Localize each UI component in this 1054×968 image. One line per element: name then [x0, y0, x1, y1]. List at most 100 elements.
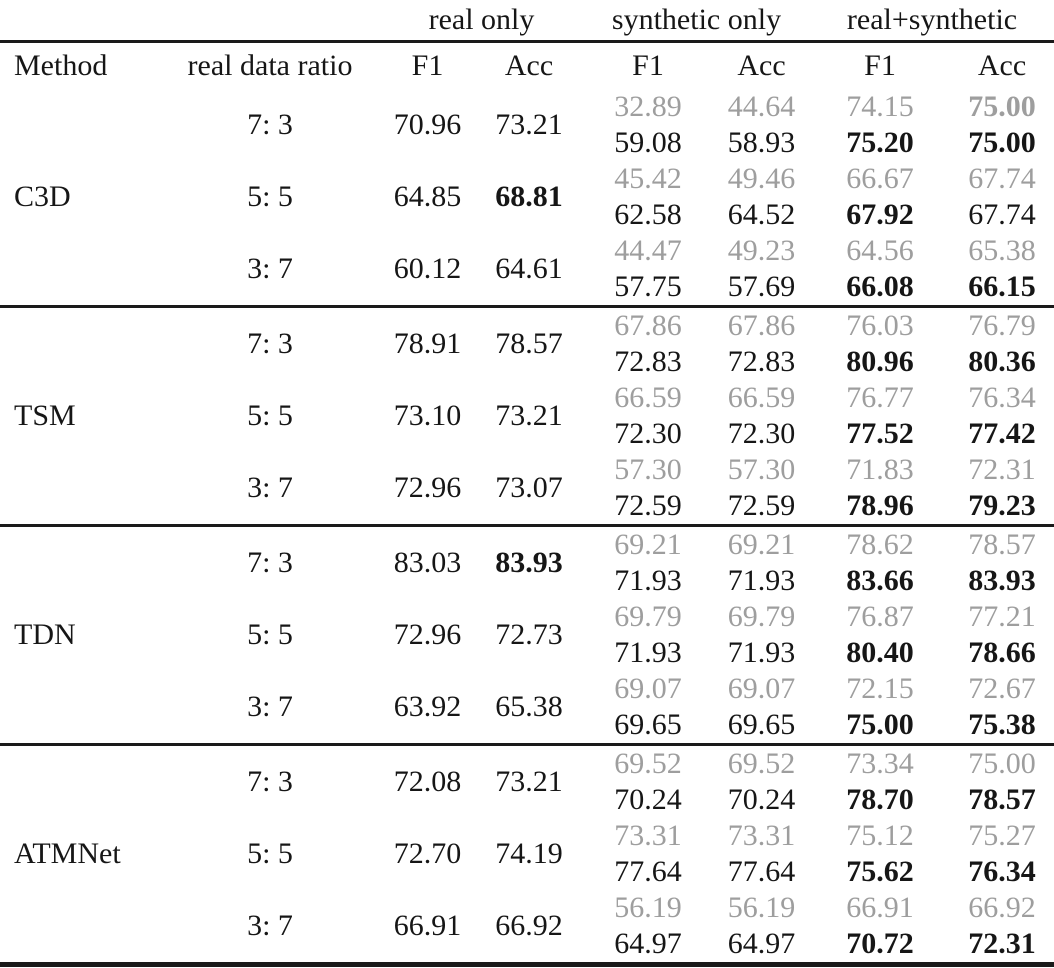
real-plus-synthetic-acc-top-value: 77.21: [968, 600, 1036, 633]
synthetic-only-acc-top-value: 49.23: [727, 234, 796, 267]
real-plus-synthetic-f1-bottom-value: 78.96: [846, 489, 914, 522]
real-plus-synthetic-acc-top-value: 76.34: [968, 381, 1036, 414]
bottom-rule: [0, 962, 1054, 967]
synthetic-only-f1-top-value: 66.59: [614, 381, 682, 414]
synthetic-only-acc-cell: 57.30 72.59: [713, 452, 810, 524]
synthetic-only-f1-bottom-value: 71.93: [614, 564, 682, 597]
table-row: 7: 3 72.08 73.21 69.52 70.24 69.52 70.24…: [160, 746, 1054, 818]
synthetic-only-acc-top-value: 57.30: [727, 453, 796, 486]
real-plus-synthetic-acc-cell: 67.74 67.74: [950, 161, 1054, 233]
real-only-acc-value: 72.73: [495, 618, 563, 651]
table-row: 3: 7 60.12 64.61 44.47 57.75 49.23 57.69…: [160, 233, 1054, 305]
synthetic-only-f1-cell: 73.31 77.64: [583, 818, 713, 890]
table-row: 7: 3 70.96 73.21 32.89 59.08 44.64 58.93…: [160, 89, 1054, 161]
real-only-f1-value: 70.96: [393, 108, 462, 141]
synthetic-only-f1-top-value: 69.52: [614, 747, 682, 780]
real-plus-synthetic-acc-top-value: 67.74: [968, 162, 1036, 195]
column-header-mix-f1: F1: [864, 49, 896, 82]
table-row: 5: 5 64.85 68.81 45.42 62.58 49.46 64.52…: [160, 161, 1054, 233]
synthetic-only-f1-bottom-value: 72.59: [614, 489, 682, 522]
real-plus-synthetic-f1-cell: 76.77 77.52: [810, 380, 950, 452]
synthetic-only-acc-bottom-value: 69.65: [727, 708, 796, 741]
real-plus-synthetic-f1-cell: 71.83 78.96: [810, 452, 950, 524]
table-row: 3: 7 72.96 73.07 57.30 72.59 57.30 72.59…: [160, 452, 1054, 524]
table-row: 3: 7 66.91 66.92 56.19 64.97 56.19 64.97…: [160, 890, 1054, 962]
block-separator-rule: [0, 524, 1054, 527]
real-plus-synthetic-f1-top-value: 78.62: [846, 528, 914, 561]
real-plus-synthetic-acc-top-value: 72.67: [968, 672, 1036, 705]
real-plus-synthetic-f1-top-value: 74.15: [846, 90, 914, 123]
synthetic-only-f1-bottom-value: 77.64: [614, 855, 682, 888]
real-plus-synthetic-f1-cell: 66.91 70.72: [810, 890, 950, 962]
synthetic-only-f1-cell: 69.79 71.93: [583, 599, 713, 671]
block-separator-rule: [0, 743, 1054, 746]
column-header-synthetic-f1: F1: [632, 49, 664, 82]
table-row: 5: 5 72.96 72.73 69.79 71.93 69.79 71.93…: [160, 599, 1054, 671]
synthetic-only-acc-bottom-value: 57.69: [727, 270, 796, 303]
method-block: ATMNet 7: 3 72.08 73.21 69.52 70.24 69.5…: [0, 746, 1054, 962]
synthetic-only-acc-bottom-value: 64.52: [727, 198, 796, 231]
real-plus-synthetic-f1-bottom-value: 77.52: [846, 417, 914, 450]
real-plus-synthetic-acc-bottom-value: 80.36: [968, 345, 1036, 378]
real-plus-synthetic-f1-cell: 76.03 80.96: [810, 308, 950, 380]
synthetic-only-acc-cell: 44.64 58.93: [713, 89, 810, 161]
synthetic-only-acc-bottom-value: 58.93: [727, 126, 796, 159]
real-only-acc-value: 65.38: [495, 690, 563, 723]
real-plus-synthetic-acc-bottom-value: 78.66: [968, 636, 1036, 669]
real-plus-synthetic-f1-cell: 73.34 78.70: [810, 746, 950, 818]
synthetic-only-f1-cell: 66.59 72.30: [583, 380, 713, 452]
real-only-acc-value: 73.21: [495, 765, 563, 798]
synthetic-only-f1-cell: 67.86 72.83: [583, 308, 713, 380]
synthetic-only-f1-top-value: 69.21: [614, 528, 682, 561]
synthetic-only-acc-cell: 69.79 71.93: [713, 599, 810, 671]
synthetic-only-f1-cell: 69.21 71.93: [583, 527, 713, 599]
real-plus-synthetic-f1-top-value: 66.67: [846, 162, 914, 195]
real-plus-synthetic-acc-bottom-value: 67.74: [968, 198, 1036, 231]
real-plus-synthetic-f1-bottom-value: 80.96: [846, 345, 914, 378]
ratio-cell: 7: 3: [247, 108, 293, 141]
synthetic-only-acc-top-value: 69.07: [727, 672, 796, 705]
synthetic-only-acc-cell: 69.52 70.24: [713, 746, 810, 818]
real-plus-synthetic-acc-bottom-value: 79.23: [968, 489, 1036, 522]
column-header-method: Method: [14, 49, 108, 82]
ratio-cell: 5: 5: [247, 399, 293, 432]
synthetic-only-acc-top-value: 69.21: [727, 528, 796, 561]
column-header-real-f1: F1: [411, 49, 444, 82]
real-plus-synthetic-acc-cell: 76.79 80.36: [950, 308, 1054, 380]
column-header-synthetic-acc: Acc: [737, 49, 786, 82]
real-plus-synthetic-acc-bottom-value: 77.42: [968, 417, 1036, 450]
real-plus-synthetic-f1-cell: 74.15 75.20: [810, 89, 950, 161]
synthetic-only-acc-top-value: 44.64: [727, 90, 796, 123]
synthetic-only-acc-bottom-value: 72.30: [727, 417, 796, 450]
synthetic-only-acc-bottom-value: 71.93: [727, 564, 796, 597]
synthetic-only-f1-top-value: 73.31: [614, 819, 682, 852]
real-plus-synthetic-acc-top-value: 78.57: [968, 528, 1036, 561]
synthetic-only-acc-top-value: 67.86: [727, 309, 796, 342]
method-label: ATMNet: [14, 837, 121, 870]
real-plus-synthetic-acc-bottom-value: 75.00: [968, 126, 1036, 159]
ratio-cell: 5: 5: [247, 837, 293, 870]
real-plus-synthetic-f1-bottom-value: 67.92: [846, 198, 914, 231]
real-only-f1-value: 66.91: [393, 909, 462, 942]
real-only-f1-value: 63.92: [393, 690, 462, 723]
synthetic-only-f1-cell: 69.07 69.65: [583, 671, 713, 743]
method-block-rows: 7: 3 78.91 78.57 67.86 72.83 67.86 72.83…: [160, 308, 1054, 524]
synthetic-only-acc-cell: 67.86 72.83: [713, 308, 810, 380]
real-plus-synthetic-acc-bottom-value: 75.38: [968, 708, 1036, 741]
real-plus-synthetic-f1-top-value: 66.91: [846, 891, 914, 924]
synthetic-only-acc-bottom-value: 70.24: [727, 783, 796, 816]
real-plus-synthetic-acc-bottom-value: 66.15: [968, 270, 1036, 303]
synthetic-only-f1-cell: 45.42 62.58: [583, 161, 713, 233]
real-plus-synthetic-acc-bottom-value: 72.31: [968, 927, 1036, 960]
real-only-acc-value: 74.19: [495, 837, 563, 870]
real-plus-synthetic-acc-cell: 77.21 78.66: [950, 599, 1054, 671]
real-plus-synthetic-acc-cell: 75.27 76.34: [950, 818, 1054, 890]
synthetic-only-f1-bottom-value: 71.93: [614, 636, 682, 669]
synthetic-only-f1-bottom-value: 70.24: [614, 783, 682, 816]
real-plus-synthetic-f1-bottom-value: 75.20: [846, 126, 914, 159]
real-plus-synthetic-acc-cell: 72.67 75.38: [950, 671, 1054, 743]
real-plus-synthetic-f1-cell: 76.87 80.40: [810, 599, 950, 671]
real-plus-synthetic-f1-top-value: 64.56: [846, 234, 914, 267]
real-plus-synthetic-acc-cell: 72.31 79.23: [950, 452, 1054, 524]
synthetic-only-f1-bottom-value: 69.65: [614, 708, 682, 741]
